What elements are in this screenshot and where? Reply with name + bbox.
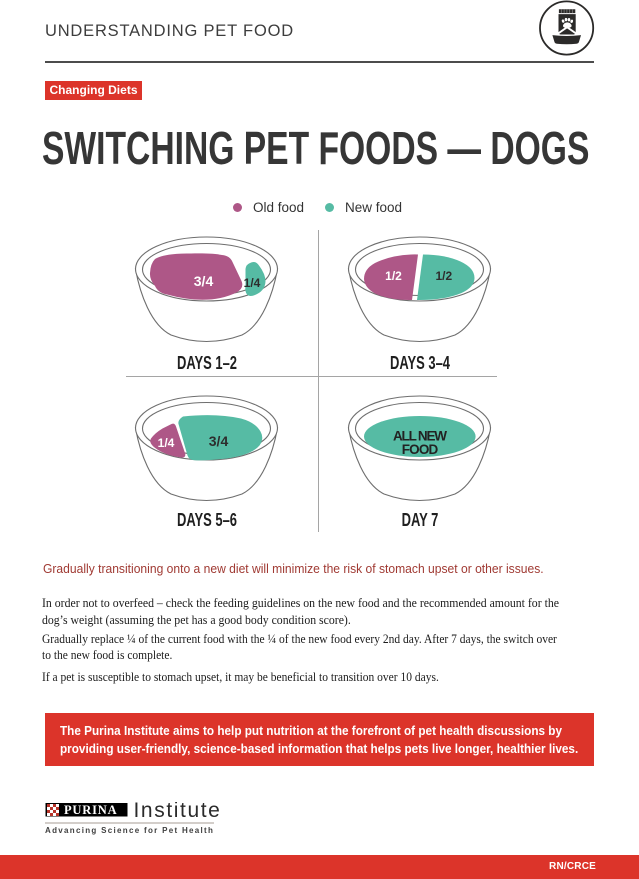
svg-text:1/2: 1/2 [385,269,402,283]
svg-text:ALL NEW: ALL NEW [393,429,447,444]
svg-text:1/4: 1/4 [244,276,261,290]
svg-text:1/2: 1/2 [435,269,452,283]
svg-text:3/4: 3/4 [209,433,229,449]
svg-text:PURINA: PURINA [64,803,117,817]
svg-text:1/4: 1/4 [158,436,175,450]
svg-text:3/4: 3/4 [194,273,214,289]
svg-text:FOOD: FOOD [402,442,439,457]
svg-text:Institute: Institute [134,802,222,822]
svg-text:Advancing Science for Pet Heal: Advancing Science for Pet Health [45,826,214,835]
